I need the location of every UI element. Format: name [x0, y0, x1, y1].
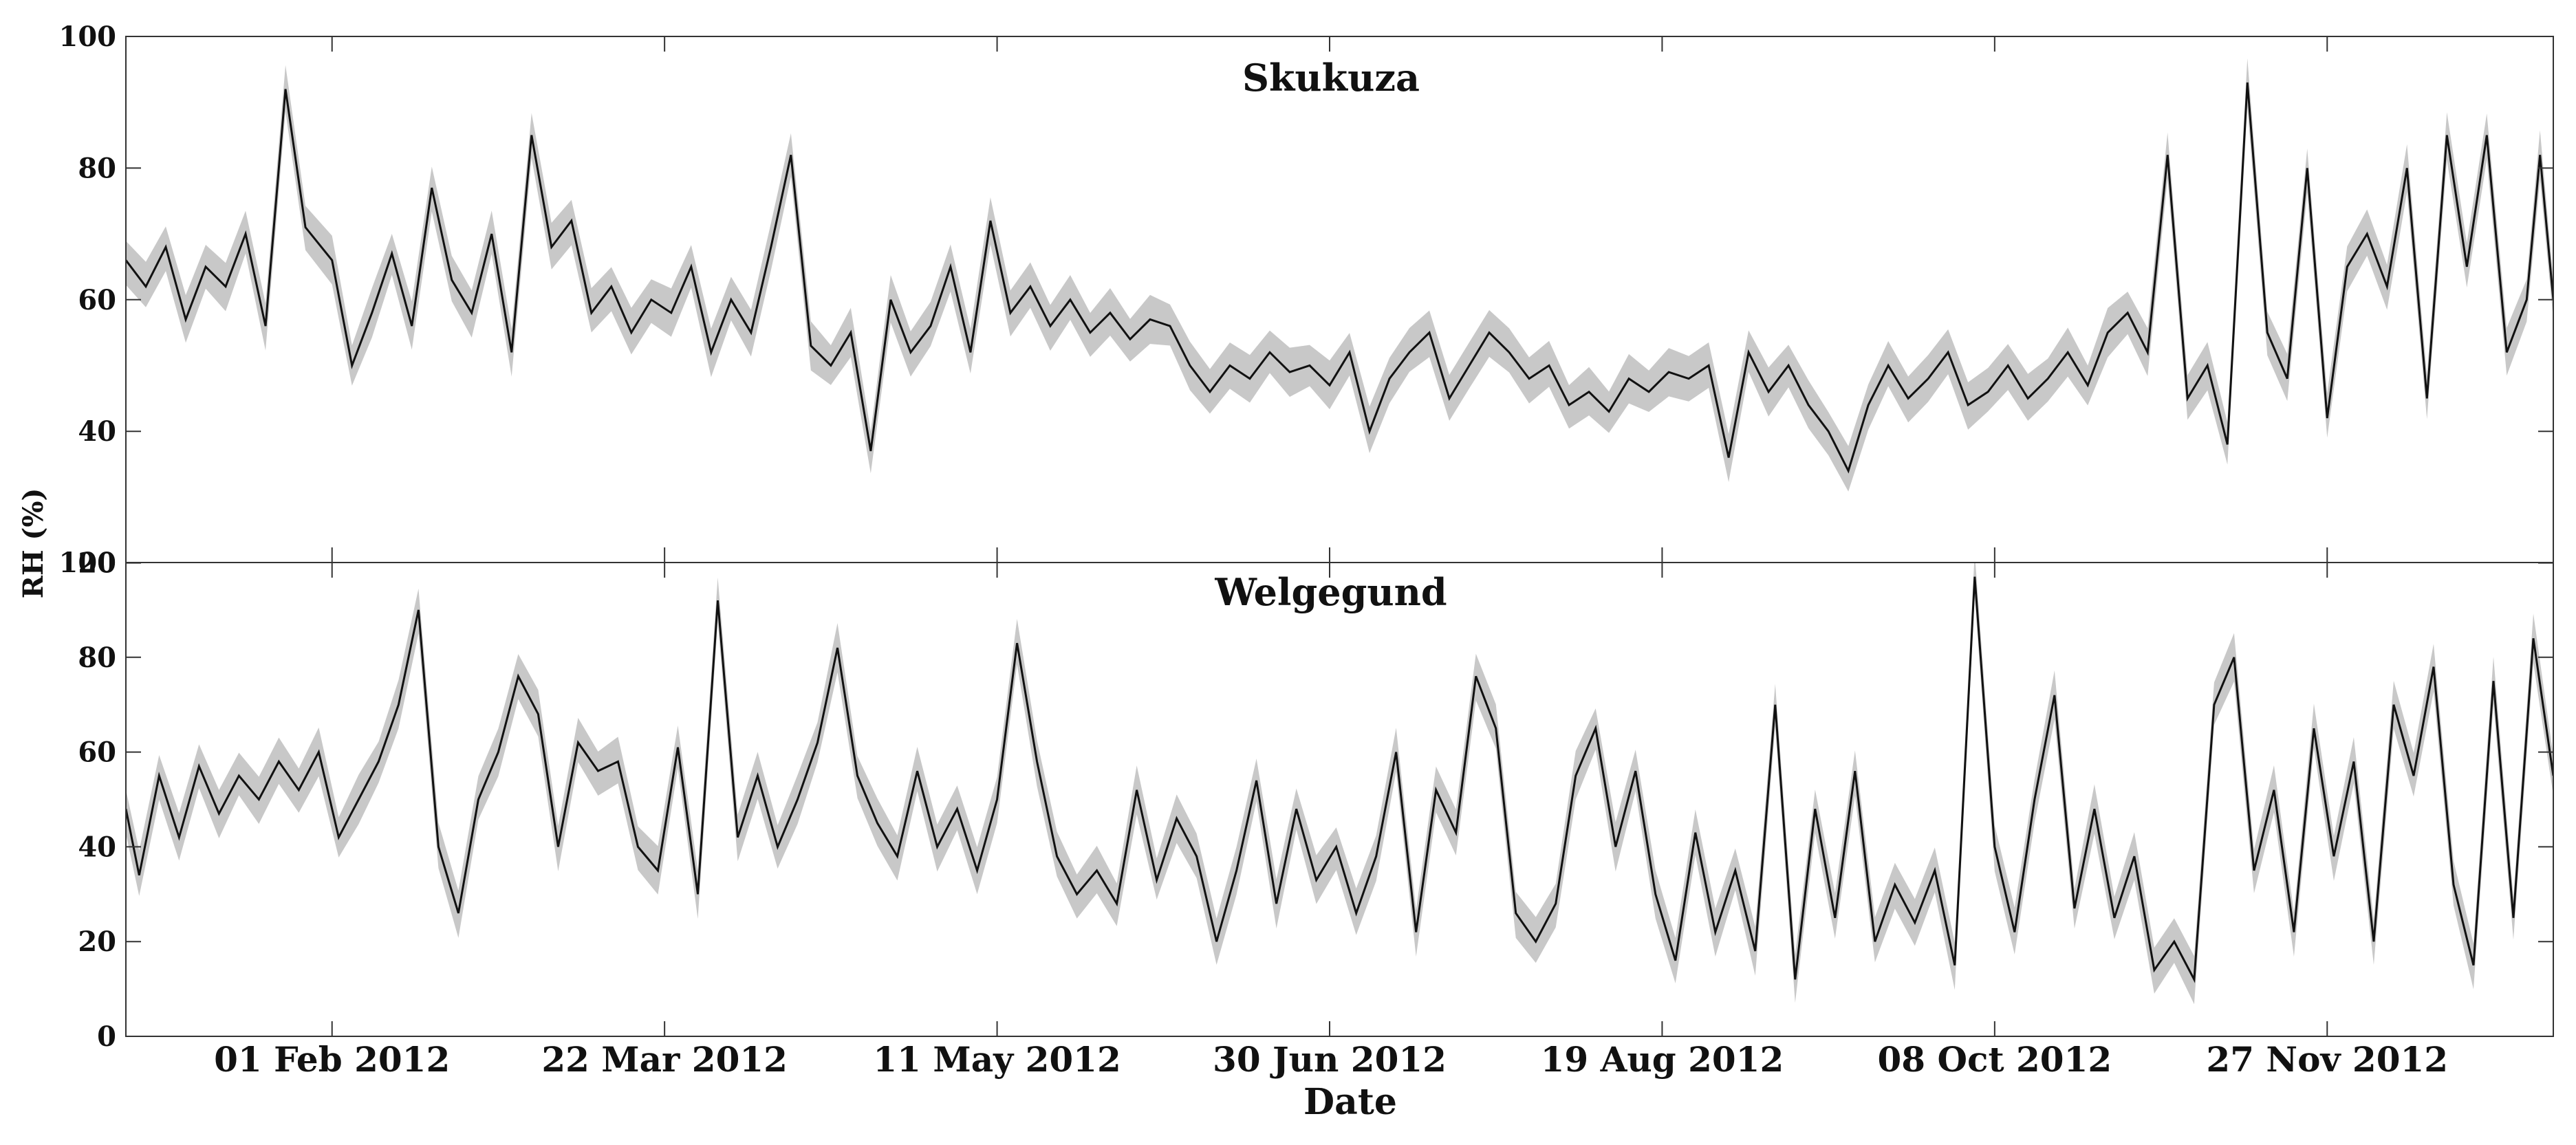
- x-tick-label: 30 Jun 2012: [1213, 1039, 1447, 1080]
- panel-title: Welgegund: [1214, 570, 1447, 614]
- y-tick-label: 80: [78, 642, 116, 674]
- y-tick-label: 60: [78, 284, 116, 316]
- panel-frame: [125, 562, 2554, 1037]
- x-axis: 01 Feb 2012 22 Mar 2012 11 May 2012 30 Jun …: [214, 1039, 2448, 1080]
- x-tick-label: 01 Feb 2012: [214, 1039, 450, 1080]
- y-tick-label: 100: [59, 547, 117, 579]
- y-tick-label: 80: [78, 152, 116, 184]
- x-tick-label: 19 Aug 2012: [1541, 1039, 1784, 1080]
- y-tick-label: 60: [78, 737, 116, 769]
- series-line: [126, 82, 2553, 474]
- panel-title: Skukuza: [1242, 56, 1420, 100]
- panel-skukuza: Skukuza 20 40 60 80 100: [59, 21, 2554, 580]
- y-tick-label: 40: [78, 415, 116, 448]
- y-axis-label: RH (%): [17, 488, 50, 599]
- y-tick-label: 20: [78, 547, 116, 580]
- series-line: [126, 576, 2553, 983]
- uncertainty-band: [126, 563, 2553, 1005]
- panel-frame: [125, 36, 2554, 563]
- y-tick-label: 40: [78, 831, 116, 863]
- x-axis-label: Date: [1303, 1081, 1397, 1123]
- x-tick-label: 27 Nov 2012: [2206, 1039, 2448, 1080]
- y-tick-label: 100: [59, 21, 117, 53]
- y-tick-label: 0: [97, 1021, 116, 1053]
- panel-welgegund: Welgegund 0 20 40 60 80 100: [59, 547, 2554, 1053]
- y-tick-label: 20: [78, 926, 116, 958]
- x-tick-label: 11 May 2012: [873, 1039, 1121, 1080]
- x-tick-label: 22 Mar 2012: [541, 1039, 788, 1080]
- uncertainty-band: [126, 58, 2553, 492]
- x-tick-label: 08 Oct 2012: [1878, 1039, 2112, 1080]
